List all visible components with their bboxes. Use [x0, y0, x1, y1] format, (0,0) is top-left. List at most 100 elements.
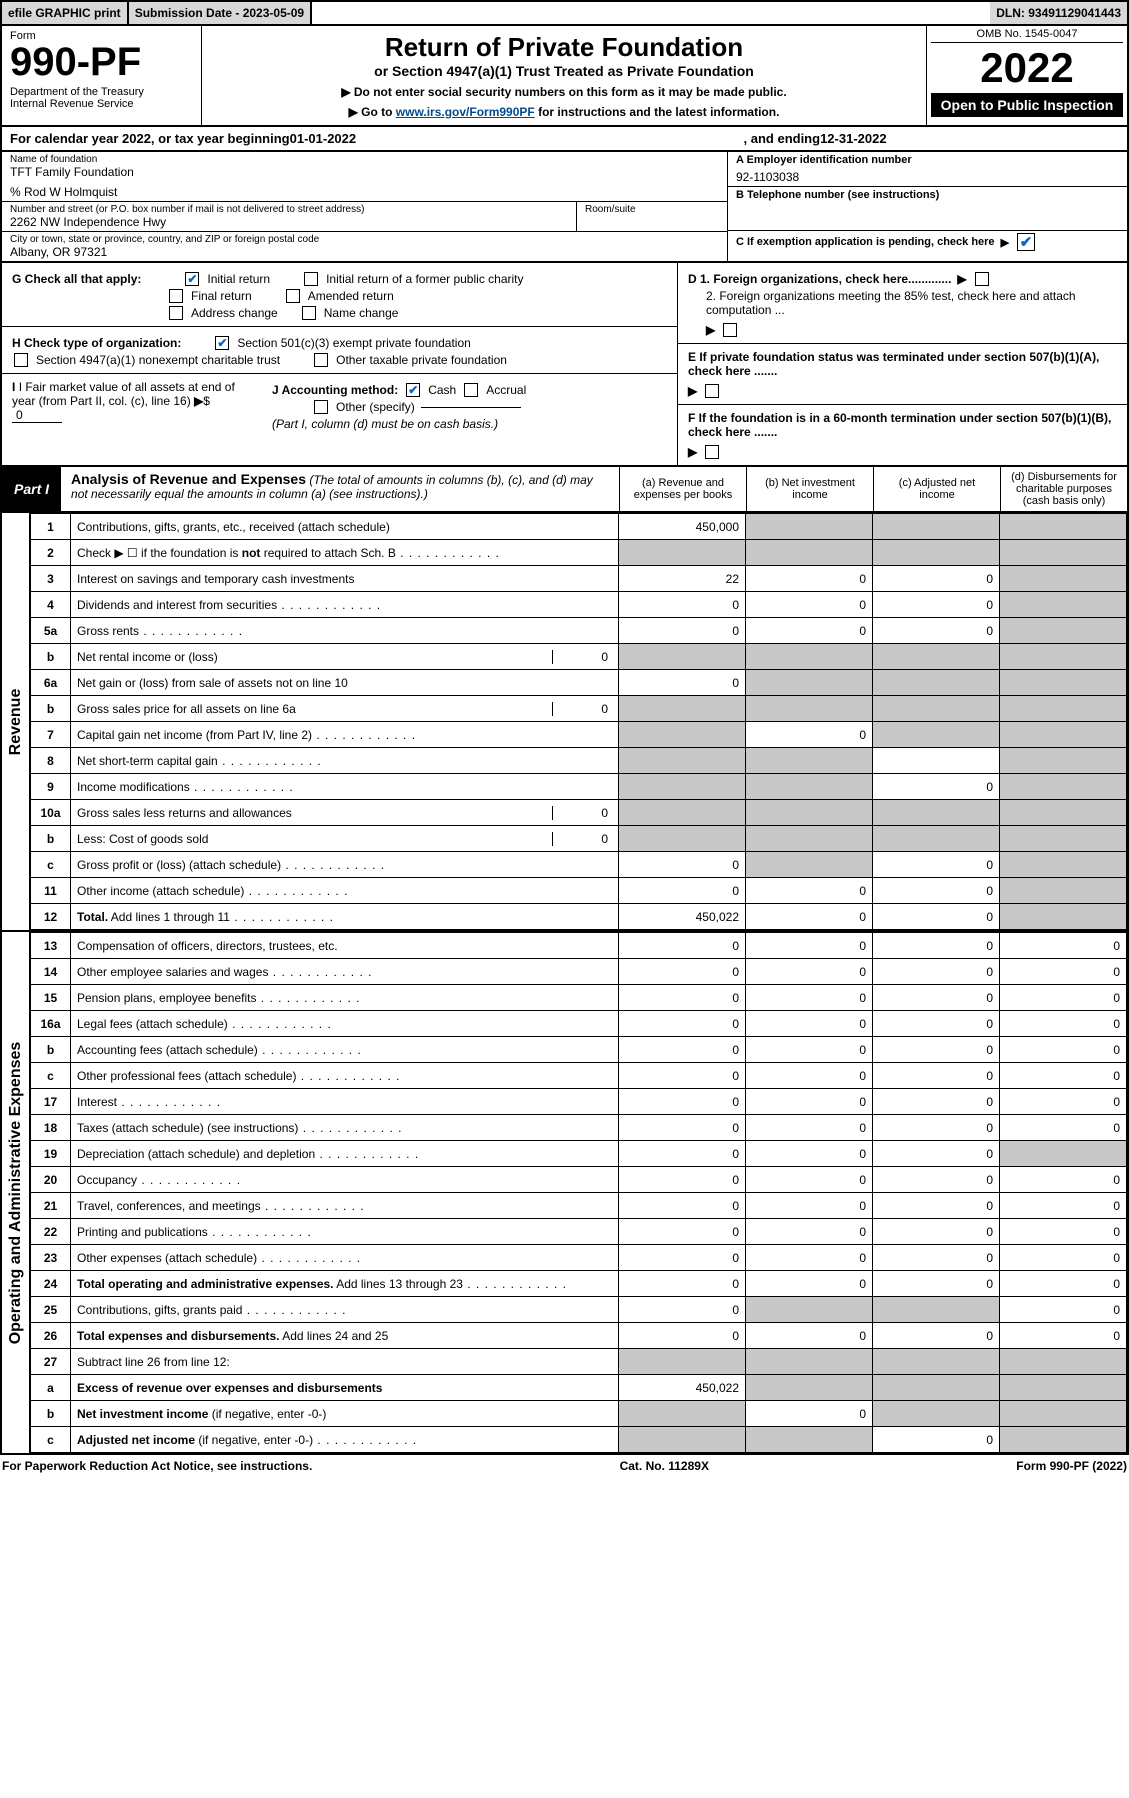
row-desc: Gross profit or (loss) (attach schedule) — [71, 852, 619, 878]
cell-shaded — [873, 540, 1000, 566]
cell-shaded — [1000, 748, 1127, 774]
cell-shaded — [746, 748, 873, 774]
calendar-year-row: For calendar year 2022, or tax year begi… — [0, 127, 1129, 152]
h-opt-0: Section 501(c)(3) exempt private foundat… — [237, 336, 470, 350]
cell-value: 0 — [1000, 1037, 1127, 1063]
table-row: 17Interest0000 — [31, 1089, 1127, 1115]
g-label: G Check all that apply: — [12, 272, 141, 286]
city-label: City or town, state or province, country… — [10, 234, 719, 245]
f-checkbox[interactable] — [705, 445, 719, 459]
care-of: % Rod W Holmquist — [10, 185, 719, 199]
table-row: cOther professional fees (attach schedul… — [31, 1063, 1127, 1089]
row-desc: Net investment income (if negative, ente… — [71, 1401, 619, 1427]
d2-checkbox[interactable] — [723, 323, 737, 337]
top-bar-spacer — [312, 2, 990, 24]
row-desc: Other expenses (attach schedule) — [71, 1245, 619, 1271]
sec501-checkbox[interactable]: ✔ — [215, 336, 229, 350]
cash-checkbox[interactable]: ✔ — [406, 383, 420, 397]
checkbox-block: G Check all that apply: ✔ Initial return … — [0, 263, 1129, 467]
cell-shaded — [1000, 722, 1127, 748]
row-desc: Net gain or (loss) from sale of assets n… — [71, 670, 619, 696]
row-desc: Gross sales price for all assets on line… — [71, 696, 619, 722]
name-change-checkbox[interactable] — [302, 306, 316, 320]
other-method-checkbox[interactable] — [314, 400, 328, 414]
cell-value: 0 — [746, 904, 873, 930]
part1-title: Analysis of Revenue and Expenses (The to… — [61, 467, 619, 511]
cell-value: 0 — [1000, 959, 1127, 985]
efile-print-button[interactable]: efile GRAPHIC print — [2, 2, 129, 24]
cell-value: 0 — [1000, 1167, 1127, 1193]
other-taxable-checkbox[interactable] — [314, 353, 328, 367]
row-num: 24 — [31, 1271, 71, 1297]
row-desc: Other income (attach schedule) — [71, 878, 619, 904]
cell-value: 0 — [746, 1271, 873, 1297]
g-opt-0: Initial return — [207, 272, 270, 286]
table-row: bNet investment income (if negative, ent… — [31, 1401, 1127, 1427]
cell-shaded — [1000, 878, 1127, 904]
row-num: 18 — [31, 1115, 71, 1141]
row-num: 16a — [31, 1011, 71, 1037]
g-opt-1: Initial return of a former public charit… — [326, 272, 523, 286]
cell-value: 0 — [1000, 1063, 1127, 1089]
form990pf-link[interactable]: www.irs.gov/Form990PF — [396, 105, 535, 119]
row-desc: Income modifications — [71, 774, 619, 800]
form-note-1: ▶ Do not enter social security numbers o… — [212, 85, 916, 99]
row-num: 8 — [31, 748, 71, 774]
cell-value: 0 — [873, 592, 1000, 618]
cell-value: 0 — [619, 592, 746, 618]
d1-checkbox[interactable] — [975, 272, 989, 286]
accrual-checkbox[interactable] — [464, 383, 478, 397]
e-checkbox[interactable] — [705, 384, 719, 398]
col-d-header: (d) Disbursements for charitable purpose… — [1000, 467, 1127, 511]
row-num: 14 — [31, 959, 71, 985]
initial-return-checkbox[interactable]: ✔ — [185, 272, 199, 286]
sec4947-checkbox[interactable] — [14, 353, 28, 367]
cell-shaded — [619, 644, 746, 670]
row-num: 12 — [31, 904, 71, 930]
amended-return-checkbox[interactable] — [286, 289, 300, 303]
submission-date: Submission Date - 2023-05-09 — [129, 2, 312, 24]
final-return-checkbox[interactable] — [169, 289, 183, 303]
cell-shaded — [619, 774, 746, 800]
form-note-2: ▶ Go to www.irs.gov/Form990PF for instru… — [212, 105, 916, 119]
cell-shaded — [1000, 644, 1127, 670]
cell-value: 0 — [619, 1115, 746, 1141]
ein-cell: A Employer identification number 92-1103… — [728, 152, 1127, 187]
cell-value: 0 — [746, 1089, 873, 1115]
cell-value: 0 — [873, 933, 1000, 959]
row-num: 25 — [31, 1297, 71, 1323]
d2-label: 2. Foreign organizations meeting the 85%… — [706, 289, 1117, 317]
cell-value: 0 — [746, 878, 873, 904]
footer-right: Form 990-PF (2022) — [1016, 1459, 1127, 1473]
cell-shaded — [873, 826, 1000, 852]
header-left: Form 990-PF Department of the Treasury I… — [2, 26, 202, 125]
row-desc: Pension plans, employee benefits — [71, 985, 619, 1011]
fmv-value: 0 — [12, 408, 62, 423]
cell-value: 0 — [746, 933, 873, 959]
cell-shaded — [1000, 514, 1127, 540]
room-suite: Room/suite — [577, 202, 727, 231]
cell-value: 0 — [746, 722, 873, 748]
cell-value: 0 — [746, 985, 873, 1011]
cell-value: 0 — [619, 670, 746, 696]
h-opt-2: Other taxable private foundation — [336, 353, 507, 367]
revenue-section: Revenue 1Contributions, gifts, grants, e… — [0, 513, 1129, 932]
address-change-checkbox[interactable] — [169, 306, 183, 320]
row-desc: Total operating and administrative expen… — [71, 1271, 619, 1297]
cell-shaded — [619, 800, 746, 826]
exemption-pending-checkbox[interactable]: ✔ — [1017, 233, 1035, 251]
cell-shaded — [1000, 670, 1127, 696]
row-num: 27 — [31, 1349, 71, 1375]
e-label: E If private foundation status was termi… — [688, 350, 1117, 378]
cell-value: 0 — [619, 618, 746, 644]
cell-value: 0 — [1000, 933, 1127, 959]
initial-former-checkbox[interactable] — [304, 272, 318, 286]
row-desc: Total expenses and disbursements. Add li… — [71, 1323, 619, 1349]
row-num: b — [31, 826, 71, 852]
cell-value: 0 — [873, 1063, 1000, 1089]
cell-value: 0 — [619, 1167, 746, 1193]
col-c-header: (c) Adjusted net income — [873, 467, 1000, 511]
table-row: bNet rental income or (loss)0 — [31, 644, 1127, 670]
cell-value: 0 — [1000, 985, 1127, 1011]
cell-shaded — [619, 696, 746, 722]
